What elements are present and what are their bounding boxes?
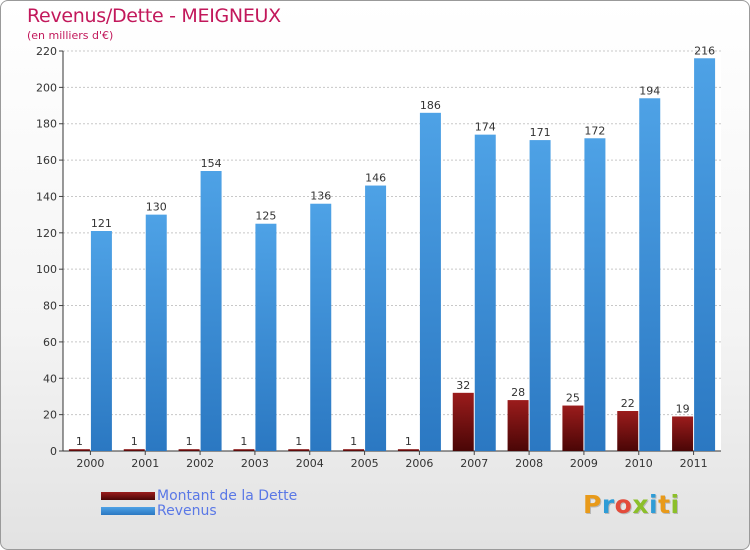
- x-tick-label-2006: 2006: [405, 457, 433, 470]
- bar-revenus-2003: [255, 223, 277, 451]
- y-tick-label-200: 200: [36, 81, 57, 94]
- x-tick-label-2000: 2000: [76, 457, 104, 470]
- legend-item-revenus: Revenus: [101, 502, 297, 519]
- x-tick-label-2010: 2010: [625, 457, 653, 470]
- data-label-revenus-2003: 125: [255, 210, 276, 223]
- bar-dette-2004: [288, 449, 310, 451]
- bar-dette-2003: [233, 449, 255, 451]
- logo-letter: x: [632, 490, 649, 519]
- bar-revenus-2001: [145, 214, 167, 451]
- data-label-dette-2000: 1: [76, 435, 83, 448]
- bar-revenus-2010: [639, 98, 661, 451]
- y-tick-label-0: 0: [50, 445, 57, 458]
- data-label-revenus-2009: 172: [584, 124, 605, 137]
- y-tick-label-80: 80: [43, 300, 57, 313]
- x-tick-label-2003: 2003: [241, 457, 269, 470]
- data-label-dette-2011: 19: [676, 402, 690, 415]
- bar-dette-2010: [617, 411, 639, 451]
- data-label-revenus-2000: 121: [91, 217, 112, 230]
- data-label-dette-2007: 32: [456, 379, 470, 392]
- bar-revenus-2007: [474, 134, 496, 452]
- logo-letter: P: [583, 490, 602, 519]
- bar-dette-2011: [672, 416, 694, 451]
- data-label-dette-2001: 1: [131, 435, 138, 448]
- x-tick-label-2009: 2009: [570, 457, 598, 470]
- x-tick-label-2008: 2008: [515, 457, 543, 470]
- data-label-revenus-2001: 130: [146, 201, 167, 214]
- bar-revenus-2005: [365, 185, 387, 451]
- data-label-revenus-2008: 171: [530, 126, 551, 139]
- data-label-dette-2006: 1: [405, 435, 412, 448]
- x-tick-label-2001: 2001: [131, 457, 159, 470]
- y-tick-label-160: 160: [36, 154, 57, 167]
- bar-dette-2001: [123, 449, 145, 451]
- bar-revenus-2008: [529, 140, 551, 451]
- legend-swatch-dette: [101, 491, 155, 500]
- y-tick-label-180: 180: [36, 118, 57, 131]
- chart-title: Revenus/Dette - MEIGNEUX: [27, 5, 281, 27]
- bar-revenus-2011: [694, 58, 716, 451]
- bar-revenus-2009: [584, 138, 606, 452]
- y-tick-label-140: 140: [36, 190, 57, 203]
- y-tick-label-20: 20: [43, 409, 57, 422]
- legend-item-dette: Montant de la Dette: [101, 487, 298, 504]
- bar-dette-2007: [452, 392, 474, 451]
- bar-dette-2008: [507, 400, 529, 451]
- data-label-revenus-2011: 216: [694, 44, 715, 57]
- data-label-revenus-2004: 136: [310, 190, 331, 203]
- x-tick-label-2011: 2011: [680, 457, 708, 470]
- logo-letter: i: [670, 490, 680, 519]
- data-label-dette-2008: 28: [511, 386, 525, 399]
- data-label-dette-2002: 1: [186, 435, 193, 448]
- bar-dette-2002: [178, 449, 200, 451]
- logo-letter: r: [601, 490, 615, 519]
- x-tick-label-2002: 2002: [186, 457, 214, 470]
- chart-subtitle: (en milliers d'€): [27, 29, 114, 42]
- bar-revenus-2000: [90, 231, 112, 451]
- proxiti-logo: Proxiti: [583, 490, 680, 519]
- legend-swatch-revenus: [101, 506, 155, 515]
- x-tick-label-2007: 2007: [460, 457, 488, 470]
- bar-dette-2009: [562, 405, 584, 451]
- data-label-dette-2010: 22: [621, 397, 635, 410]
- data-label-dette-2003: 1: [240, 435, 247, 448]
- data-label-revenus-2007: 174: [475, 121, 496, 134]
- data-label-dette-2005: 1: [350, 435, 357, 448]
- legend-label-revenus: Revenus: [157, 502, 217, 519]
- x-tick-label-2004: 2004: [296, 457, 324, 470]
- data-label-revenus-2002: 154: [201, 157, 222, 170]
- bar-dette-2000: [68, 449, 90, 451]
- plot-area: [63, 51, 721, 451]
- data-label-dette-2004: 1: [295, 435, 302, 448]
- data-label-revenus-2006: 186: [420, 99, 441, 112]
- y-tick-label-120: 120: [36, 227, 57, 240]
- y-tick-label-220: 220: [36, 45, 57, 58]
- bar-revenus-2002: [200, 171, 222, 451]
- y-tick-label-60: 60: [43, 336, 57, 349]
- y-tick-label-100: 100: [36, 263, 57, 276]
- legend: Montant de la Dette Revenus: [101, 487, 298, 519]
- bar-dette-2006: [397, 449, 419, 451]
- legend-label-dette: Montant de la Dette: [157, 487, 298, 504]
- data-label-revenus-2005: 146: [365, 172, 386, 185]
- logo-letter: i: [649, 490, 659, 519]
- x-tick-label-2005: 2005: [351, 457, 379, 470]
- logo-letter: t: [658, 490, 671, 519]
- data-label-revenus-2010: 194: [639, 84, 660, 97]
- logo-letter: o: [614, 490, 633, 519]
- bar-revenus-2004: [310, 203, 332, 451]
- y-tick-label-40: 40: [43, 372, 57, 385]
- data-label-dette-2009: 25: [566, 392, 580, 405]
- bar-revenus-2006: [419, 112, 441, 452]
- bar-dette-2005: [343, 449, 365, 451]
